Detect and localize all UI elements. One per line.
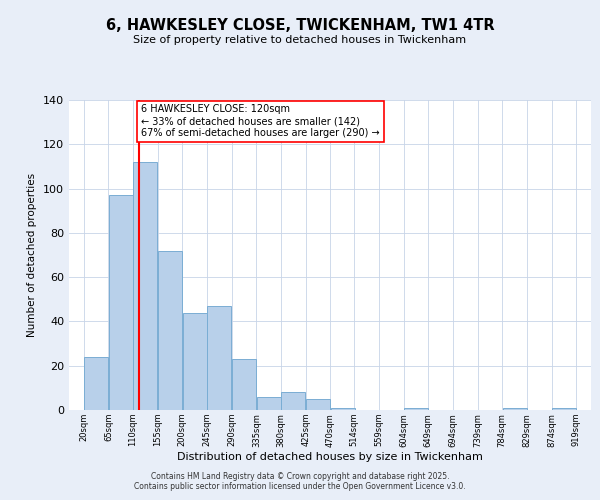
Bar (133, 162, 157, 410)
Bar (331, 408, 355, 410)
Bar (158, 250, 182, 410)
Bar (84, 357, 108, 410)
Text: 6, HAWKESLEY CLOSE, TWICKENHAM, TW1 4TR: 6, HAWKESLEY CLOSE, TWICKENHAM, TW1 4TR (106, 18, 494, 32)
X-axis label: Distribution of detached houses by size in Twickenham: Distribution of detached houses by size … (177, 452, 483, 462)
Bar (182, 312, 207, 410)
Bar (404, 408, 428, 410)
Text: 6 HAWKESLEY CLOSE: 120sqm
← 33% of detached houses are smaller (142)
67% of semi: 6 HAWKESLEY CLOSE: 120sqm ← 33% of detac… (142, 104, 380, 138)
Bar (306, 399, 330, 410)
Text: Contains public sector information licensed under the Open Government Licence v3: Contains public sector information licen… (134, 482, 466, 491)
Bar (257, 396, 281, 410)
Bar (232, 359, 256, 410)
Bar (503, 408, 527, 410)
Bar (552, 408, 576, 410)
Y-axis label: Number of detached properties: Number of detached properties (28, 173, 37, 337)
Bar (109, 195, 133, 410)
Text: Contains HM Land Registry data © Crown copyright and database right 2025.: Contains HM Land Registry data © Crown c… (151, 472, 449, 481)
Bar (281, 392, 305, 410)
Bar (207, 306, 232, 410)
Text: Size of property relative to detached houses in Twickenham: Size of property relative to detached ho… (133, 35, 467, 45)
